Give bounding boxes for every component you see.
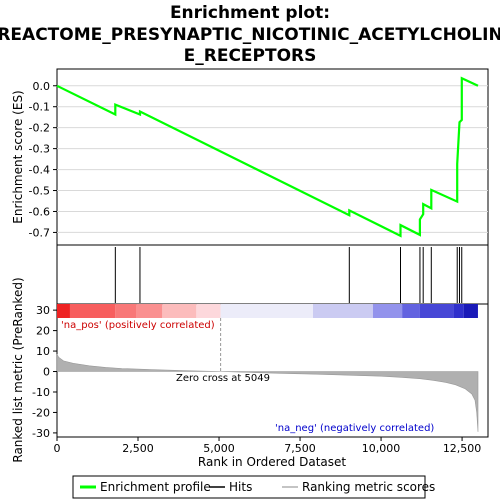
ranking-metric-area [56, 353, 479, 432]
es-y-tick-label: -0.6 [29, 205, 50, 218]
chart-title-line-3: E_RECEPTORS [184, 46, 317, 66]
x-tick-label: 0 [54, 442, 61, 455]
heatmap-segment [57, 304, 70, 318]
legend-label-ranking-metric: Ranking metric scores [302, 480, 435, 494]
metric-y-tick-label: -20 [32, 406, 50, 419]
es-panel-frame [56, 68, 489, 246]
hits-group [114, 247, 463, 303]
x-axis: 0 2,500 5,000 7,500 10,000 12,500 [54, 437, 482, 455]
heatmap-segment [372, 304, 403, 318]
metric-y-tick-label: 0 [43, 366, 50, 379]
hits-panel-frame [56, 244, 489, 305]
es-curve-group [56, 76, 479, 238]
heatmap-segment [453, 304, 464, 318]
es-y-tick-label: -0.4 [29, 164, 50, 177]
zero-cross-label: Zero cross at 5049 [176, 373, 270, 384]
legend-label-enrichment-profile: Enrichment profile [100, 480, 211, 494]
legend: Enrichment profile Hits Ranking metric s… [72, 475, 435, 499]
es-y-tick-label: -0.3 [29, 143, 50, 156]
enrichment-profile-line [56, 76, 479, 238]
x-tick-label: 10,000 [362, 442, 401, 455]
es-y-tick-label: -0.5 [29, 185, 50, 198]
heatmap-segment [115, 304, 137, 318]
metric-area-group [56, 318, 479, 432]
metric-y-tick-label: 10 [36, 345, 50, 358]
metric-y-tick-label: -10 [32, 386, 50, 399]
heatmap-segment [463, 304, 478, 318]
x-tick-label: 12,500 [443, 442, 482, 455]
metric-y-tick-label: -30 [32, 427, 50, 440]
chart-title-line-1: Enrichment plot: [170, 3, 330, 23]
heatmap-segment [220, 304, 314, 318]
metric-y-tick-label: 20 [36, 325, 50, 338]
legend-label-hits: Hits [229, 480, 252, 494]
positive-correlation-label: 'na_pos' (positively correlated) [61, 320, 215, 331]
x-tick-label: 2,500 [122, 442, 154, 455]
chart-title-line-2: REACTOME_PRESYNAPTIC_NICOTINIC_ACETYLCHO… [0, 25, 500, 45]
heatmap-segment [402, 304, 420, 318]
rank-heatmap-bar [57, 304, 478, 318]
es-y-tick-label: 0.0 [33, 80, 51, 93]
heatmap-segment [136, 304, 163, 318]
es-y-tick-label: -0.1 [29, 101, 50, 114]
legend-box [72, 475, 426, 499]
es-y-axis-label: Enrichment score (ES) [11, 90, 25, 223]
heatmap-segment [69, 304, 116, 318]
negative-correlation-label: 'na_neg' (negatively correlated) [275, 423, 434, 434]
heatmap-segment [419, 304, 454, 318]
heatmap-segment [313, 304, 373, 318]
heatmap-segment [162, 304, 197, 318]
metric-y-axis-label: Ranked list metric (PreRanked) [11, 277, 25, 462]
x-tick-label: 7,500 [284, 442, 316, 455]
metric-y-tick-label: 30 [36, 304, 50, 317]
heatmap-segment [196, 304, 221, 318]
x-tick-label: 5,000 [203, 442, 235, 455]
es-y-tick-label: -0.2 [29, 122, 50, 135]
es-y-tick-label: -0.7 [29, 226, 50, 239]
x-axis-label: Rank in Ordered Dataset [198, 455, 346, 469]
metric-y-axis: 30 20 10 0 -10 -20 -30 [32, 304, 57, 440]
es-y-axis: 0.0 -0.1 -0.2 -0.3 -0.4 -0.5 -0.6 -0.7 [29, 80, 57, 239]
